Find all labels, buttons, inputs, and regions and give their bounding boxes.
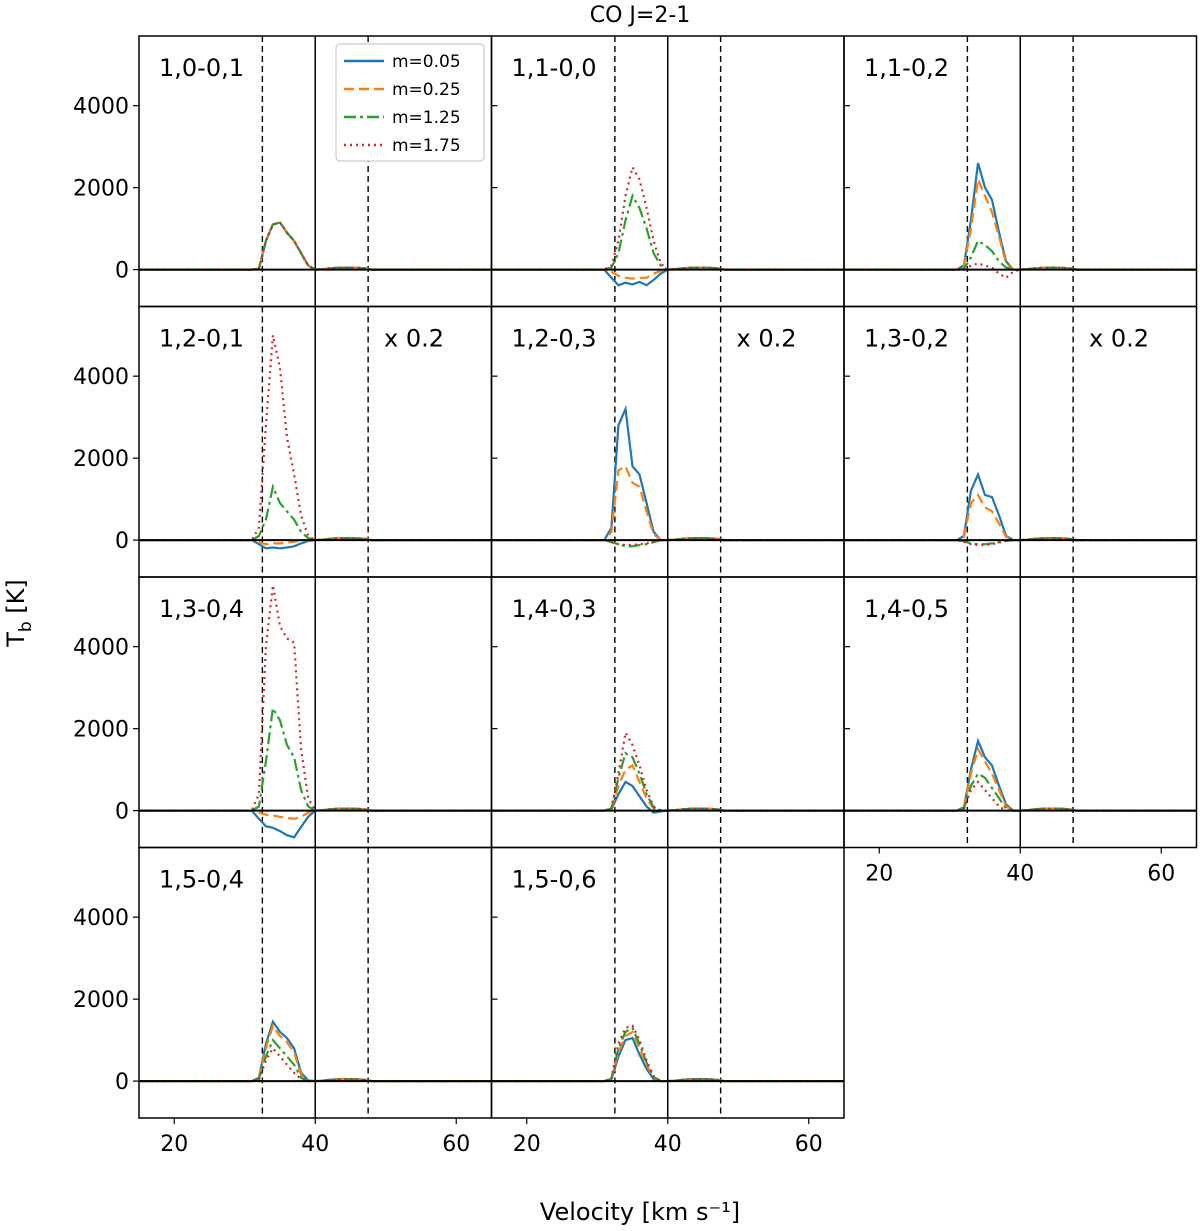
legend-frame (335, 43, 485, 162)
series-line-m=1.75 (491, 164, 844, 271)
series-line-m=1.25 (491, 192, 844, 271)
panel-label: 1,1-0,0 (512, 54, 597, 82)
legend-entry: m=0.25 (392, 80, 461, 100)
panel-1,4-0,5: 1,4-0,5 (843, 576, 1198, 849)
y-axis-label-unit: [K] (2, 579, 30, 621)
panel-label: 1,4-0,5 (864, 595, 949, 623)
panel-label: 1,2-0,3 (512, 325, 597, 353)
y-tick-label: 2000 (73, 718, 129, 743)
panel-1,5-0,6: 1,5-0,6 (490, 846, 845, 1119)
panel-1,2-0,1: 0 2000 4000 1,2-0,1 x 0.2 (73, 305, 493, 578)
panel-1,2-0,3: 1,2-0,3 x 0.2 (490, 305, 845, 578)
series-line-m=1.75 (844, 780, 1197, 812)
series-line-m=1.25 (139, 704, 492, 812)
series-line-m=1.25 (491, 751, 844, 812)
series-line-m=1.75 (139, 585, 492, 812)
legend-entry: m=1.25 (392, 108, 461, 128)
scale-label: x 0.2 (384, 325, 444, 353)
y-axis-label: Tb [K] (2, 579, 36, 648)
y-tick-label: 2000 (73, 988, 129, 1013)
series-line-m=0.25 (139, 807, 492, 820)
series-line-m=0.25 (491, 266, 844, 280)
panel-label: 1,2-0,1 (159, 325, 244, 353)
figure-title: CO J=2-1 (590, 3, 691, 28)
series-line-m=1.75 (139, 334, 492, 542)
panel-1,1-0,2: 1,1-0,2 (843, 35, 1198, 308)
y-tick-label: 0 (115, 800, 129, 825)
x-tick-labels: 20 40 60 (513, 1118, 823, 1157)
x-tick-label: 20 (865, 862, 893, 887)
x-tick-label: 40 (301, 1132, 329, 1157)
panel-label: 1,0-0,1 (159, 54, 244, 82)
series-line-m=0.25 (844, 175, 1197, 271)
y-tick-label: 2000 (73, 177, 129, 202)
x-tick-label: 20 (160, 1132, 188, 1157)
x-tick-label: 60 (795, 1132, 823, 1157)
panel-label: 1,1-0,2 (864, 54, 949, 82)
x-tick-label: 40 (1006, 862, 1034, 887)
y-tick-label: 4000 (73, 95, 129, 120)
y-tick-label: 0 (115, 529, 129, 554)
series-line-m=1.75 (139, 221, 492, 271)
legend: m=0.05 m=0.25 m=1.25 m=1.75 (335, 43, 485, 162)
panel-1,4-0,3: 1,4-0,3 (490, 576, 845, 849)
scale-label: x 0.2 (1089, 325, 1149, 353)
y-tick-label: 4000 (73, 636, 129, 661)
x-axis-label: Velocity [km s⁻¹] (540, 1198, 740, 1226)
panel-1,0-0,1: 0 2000 4000 1,0-0,1 (73, 35, 493, 308)
x-tick-label: 60 (442, 1132, 470, 1157)
x-tick-label: 20 (513, 1132, 541, 1157)
x-tick-label: 60 (1147, 862, 1175, 887)
panel-label: 1,3-0,4 (159, 595, 244, 623)
legend-entry: m=1.75 (392, 136, 461, 156)
series-line-m=1.25 (139, 1038, 492, 1083)
series-line-m=0.25 (491, 1030, 844, 1083)
panel-1,1-0,0: 1,1-0,0 (490, 35, 845, 308)
x-tick-labels: 20 40 60 (160, 1118, 470, 1157)
series-line-m=1.75 (844, 262, 1197, 280)
series-line-m=1.25 (491, 1026, 844, 1083)
panel-1,3-0,2: 1,3-0,2 x 0.2 (843, 305, 1198, 578)
panel-label: 1,3-0,2 (864, 325, 949, 353)
y-tick-label: 2000 (73, 447, 129, 472)
x-tick-label: 40 (654, 1132, 682, 1157)
scale-label: x 0.2 (737, 325, 797, 353)
x-tick-labels: 20 40 60 (865, 847, 1175, 887)
panel-label: 1,5-0,6 (512, 866, 597, 894)
y-tick-label: 4000 (73, 906, 129, 931)
legend-entry: m=0.05 (392, 52, 461, 72)
series-line-m=0.25 (491, 464, 844, 542)
panel-label: 1,5-0,4 (159, 866, 244, 894)
panel-label: 1,4-0,3 (512, 595, 597, 623)
y-tick-label: 4000 (73, 365, 129, 390)
panel-1,5-0,4: 0 2000 4000 1,5-0,4 (73, 846, 493, 1119)
series-line-m=1.25 (844, 536, 1197, 546)
y-tick-label: 0 (115, 259, 129, 284)
panel-1,3-0,4: 0 2000 4000 1,3-0,4 (73, 576, 493, 849)
y-tick-label: 0 (115, 1070, 129, 1095)
y-axis-label-sub: b (16, 621, 36, 632)
y-axis-label-main: T (2, 632, 30, 648)
